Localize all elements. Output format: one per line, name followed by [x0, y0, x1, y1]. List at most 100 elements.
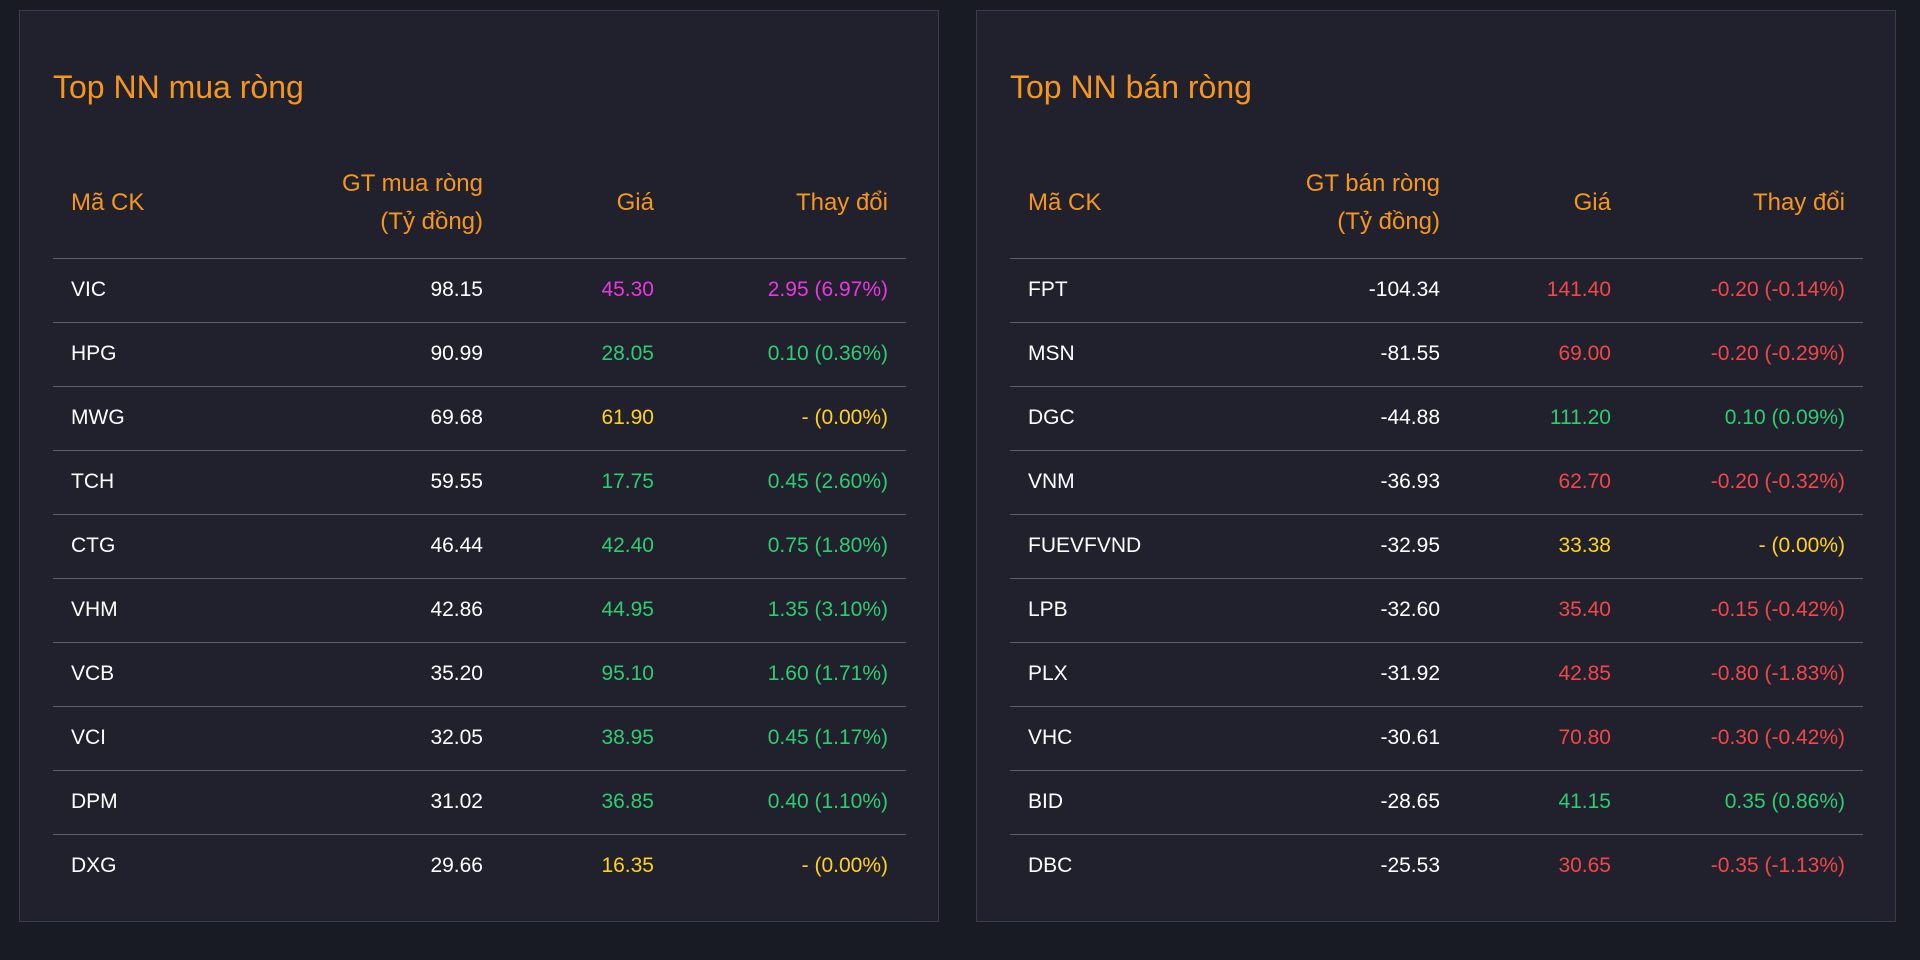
- table-row[interactable]: DBC -25.53 30.65 -0.35 (-1.13%): [1010, 834, 1863, 898]
- header-net-value[interactable]: GT bán ròng (Tỷ đồng): [1210, 149, 1458, 259]
- symbol-cell: HPG: [53, 322, 253, 387]
- symbol-cell: MWG: [53, 386, 253, 451]
- price-cell: 17.75: [501, 450, 672, 515]
- price-cell: 42.40: [501, 514, 672, 579]
- price-cell: 33.38: [1458, 514, 1629, 579]
- table-row[interactable]: DGC -44.88 111.20 0.10 (0.09%): [1010, 386, 1863, 451]
- table-row[interactable]: LPB -32.60 35.40 -0.15 (-0.42%): [1010, 578, 1863, 643]
- symbol-cell: CTG: [53, 514, 253, 579]
- net-value-cell: 90.99: [253, 322, 501, 387]
- table-row[interactable]: VNM -36.93 62.70 -0.20 (-0.32%): [1010, 450, 1863, 515]
- change-cell: 0.40 (1.10%): [672, 770, 906, 835]
- table-row[interactable]: PLX -31.92 42.85 -0.80 (-1.83%): [1010, 642, 1863, 707]
- symbol-cell: PLX: [1010, 642, 1210, 707]
- symbol-cell: VNM: [1010, 450, 1210, 515]
- net-value-cell: -81.55: [1210, 322, 1458, 387]
- header-price[interactable]: Giá: [501, 149, 672, 259]
- panel-title: Top NN bán ròng: [1010, 69, 1252, 105]
- symbol-cell: DGC: [1010, 386, 1210, 451]
- net-value-cell: 29.66: [430, 854, 483, 878]
- symbol-cell: VIC: [53, 258, 253, 323]
- price-cell: 95.10: [501, 642, 672, 707]
- change-cell: 1.35 (3.10%): [672, 578, 906, 643]
- change-cell: 0.10 (0.36%): [672, 322, 906, 387]
- net-value-cell: -30.61: [1210, 706, 1458, 771]
- header-change[interactable]: Thay đổi: [672, 149, 906, 259]
- price-cell: 141.40: [1458, 258, 1629, 323]
- table-row[interactable]: MSN -81.55 69.00 -0.20 (-0.29%): [1010, 322, 1863, 387]
- table-row[interactable]: DXG 29.66 16.35 - (0.00%): [53, 834, 906, 898]
- change-cell: -0.15 (-0.42%): [1629, 578, 1863, 643]
- net-value-cell: -28.65: [1210, 770, 1458, 835]
- table-row[interactable]: VHC -30.61 70.80 -0.30 (-0.42%): [1010, 706, 1863, 771]
- price-cell: 62.70: [1458, 450, 1629, 515]
- change-cell: - (0.00%): [801, 854, 888, 878]
- change-cell: 1.60 (1.71%): [672, 642, 906, 707]
- price-cell: 30.65: [1558, 854, 1611, 878]
- change-cell: -0.80 (-1.83%): [1629, 642, 1863, 707]
- header-net-value-line1: GT bán ròng: [1305, 170, 1440, 198]
- net-value-cell: 35.20: [253, 642, 501, 707]
- net-value-cell: 59.55: [253, 450, 501, 515]
- net-value-cell: 32.05: [253, 706, 501, 771]
- price-cell: 111.20: [1458, 386, 1629, 451]
- change-cell: 0.45 (1.17%): [672, 706, 906, 771]
- header-net-value-unit: (Tỷ đồng): [380, 208, 483, 236]
- table-row[interactable]: MWG 69.68 61.90- (0.00%): [53, 386, 906, 451]
- header-symbol[interactable]: Mã CK: [1010, 149, 1210, 259]
- symbol-cell: VHC: [1010, 706, 1210, 771]
- table-row[interactable]: HPG 90.99 28.05 0.10 (0.36%): [53, 322, 906, 387]
- net-buy-table: Mã CK GT mua ròng (Tỷ đồng) Giá Thay đổi…: [53, 149, 906, 898]
- header-price[interactable]: Giá: [1458, 149, 1629, 259]
- price-cell: 38.95: [501, 706, 672, 771]
- change-cell: -0.20 (-0.29%): [1629, 322, 1863, 387]
- change-cell: 0.75 (1.80%): [672, 514, 906, 579]
- price-cell: 44.95: [501, 578, 672, 643]
- table-row[interactable]: VCB 35.20 95.10 1.60 (1.71%): [53, 642, 906, 707]
- price-cell: 16.35: [601, 854, 654, 878]
- top-net-sell-panel: Top NN bán ròng Mã CK GT bán ròng (Tỷ đồ…: [976, 10, 1896, 922]
- table-row[interactable]: DPM 31.02 36.85 0.40 (1.10%): [53, 770, 906, 835]
- table-row[interactable]: TCH 59.55 17.75 0.45 (2.60%): [53, 450, 906, 515]
- net-value-cell: 46.44: [253, 514, 501, 579]
- price-cell: 36.85: [501, 770, 672, 835]
- change-cell: -0.35 (-1.13%): [1710, 854, 1845, 878]
- header-symbol[interactable]: Mã CK: [53, 149, 253, 259]
- table-row[interactable]: VCI 32.05 38.95 0.45 (1.17%): [53, 706, 906, 771]
- change-cell: 0.10 (0.09%): [1629, 386, 1863, 451]
- net-value-cell: -25.53: [1380, 854, 1440, 878]
- change-cell: 0.45 (2.60%): [672, 450, 906, 515]
- net-value-cell: -32.95: [1210, 514, 1458, 579]
- header-net-value-unit: (Tỷ đồng): [1337, 208, 1440, 236]
- net-sell-table: Mã CK GT bán ròng (Tỷ đồng) Giá Thay đổi…: [1010, 149, 1863, 898]
- table-row[interactable]: BID -28.65 41.15 0.35 (0.86%): [1010, 770, 1863, 835]
- change-cell: -0.20 (-0.32%): [1629, 450, 1863, 515]
- net-value-cell: -36.93: [1210, 450, 1458, 515]
- net-value-cell: 42.86: [253, 578, 501, 643]
- net-value-cell: 31.02: [253, 770, 501, 835]
- symbol-cell: FPT: [1010, 258, 1210, 323]
- header-net-value[interactable]: GT mua ròng (Tỷ đồng): [253, 149, 501, 259]
- symbol-cell: MSN: [1010, 322, 1210, 387]
- symbol-cell: VCI: [53, 706, 253, 771]
- panel-title: Top NN mua ròng: [53, 69, 304, 105]
- symbol-cell: TCH: [53, 450, 253, 515]
- price-cell: 41.15: [1458, 770, 1629, 835]
- price-cell: 45.30: [501, 258, 672, 323]
- table-row[interactable]: VIC 98.15 45.30 2.95 (6.97%): [53, 258, 906, 323]
- change-cell: - (0.00%): [672, 386, 906, 451]
- change-cell: 0.35 (0.86%): [1629, 770, 1863, 835]
- table-row[interactable]: CTG 46.44 42.40 0.75 (1.80%): [53, 514, 906, 579]
- header-change[interactable]: Thay đổi: [1629, 149, 1863, 259]
- net-value-cell: -32.60: [1210, 578, 1458, 643]
- table-row[interactable]: FPT -104.34 141.40 -0.20 (-0.14%): [1010, 258, 1863, 323]
- table-row[interactable]: VHM 42.86 44.95 1.35 (3.10%): [53, 578, 906, 643]
- net-value-cell: -104.34: [1210, 258, 1458, 323]
- net-value-cell: 69.68: [253, 386, 501, 451]
- symbol-cell: BID: [1010, 770, 1210, 835]
- net-value-cell: -31.92: [1210, 642, 1458, 707]
- price-cell: 42.85: [1458, 642, 1629, 707]
- table-row[interactable]: FUEVFVND -32.95 33.38- (0.00%): [1010, 514, 1863, 579]
- symbol-cell: LPB: [1010, 578, 1210, 643]
- net-value-cell: 98.15: [253, 258, 501, 323]
